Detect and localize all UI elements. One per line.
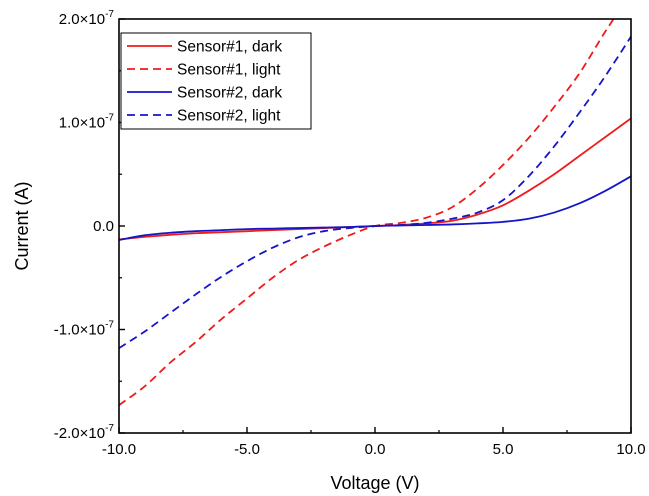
x-tick-label: -10.0	[102, 441, 136, 458]
legend-label: Sensor#2, dark	[177, 85, 282, 102]
legend: Sensor#1, dark Sensor#1, light Sensor#2, d…	[120, 32, 312, 130]
x-axis-title: Voltage (V)	[330, 473, 419, 493]
x-tick-label: -5.0	[234, 441, 260, 458]
x-tick-label: 0.0	[365, 441, 386, 458]
legend-box	[120, 32, 312, 130]
y-tick-label: 0.0	[93, 218, 114, 235]
x-tick-label: 10.0	[616, 441, 645, 458]
legend-label: Sensor#2, light	[177, 108, 281, 125]
series-line-sensor-2-light	[119, 36, 631, 349]
x-tick-label: 5.0	[493, 441, 514, 458]
legend-label: Sensor#1, dark	[177, 39, 282, 56]
series-line-sensor-1-dark	[119, 117, 631, 241]
y-tick-label: 1.0×10-7	[59, 113, 115, 132]
series-line-sensor-2-dark	[119, 175, 631, 241]
y-tick-label: -2.0×10-7	[54, 423, 115, 442]
series-layer	[119, 19, 631, 406]
y-tick-label: 2.0×10-7	[59, 9, 115, 28]
y-axis: -2.0×10-7 -1.0×10-7 0.0 1.0×10-7 2.0×10-7	[54, 9, 125, 442]
legend-label: Sensor#1, light	[177, 62, 281, 79]
y-axis-title: Current (A)	[12, 181, 32, 270]
x-axis: -10.0 -5.0 0.0 5.0 10.0	[102, 427, 646, 458]
y-tick-label: -1.0×10-7	[54, 320, 115, 339]
